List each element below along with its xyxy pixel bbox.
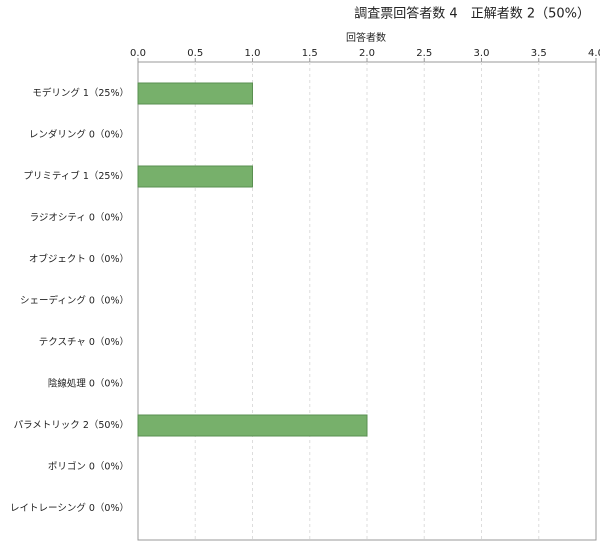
y-tick-label: モデリング 1（25%）: [32, 87, 129, 99]
y-tick-label: オブジェクト 0（0%）: [29, 253, 129, 265]
y-tick-label: レイトレーシング 0（0%）: [10, 502, 129, 514]
bar: [137, 165, 253, 188]
y-tick-label: 陰線処理 0（0%）: [48, 378, 129, 390]
plot-area: [137, 61, 597, 541]
x-tick-label: 2.0: [359, 48, 375, 59]
y-tick-label: ポリゴン 0（0%）: [48, 461, 129, 473]
y-tick-label: プリミティブ 1（25%）: [23, 170, 129, 182]
x-tick-label: 1.0: [245, 48, 261, 59]
x-tick-label: 4.0: [588, 48, 600, 59]
y-tick-label: レンダリング 0（0%）: [29, 129, 129, 141]
x-tick-label: 3.0: [474, 48, 490, 59]
bar: [137, 82, 253, 105]
x-tick-label: 0.5: [187, 48, 203, 59]
chart-title: 調査票回答者数 4 正解者数 2（50%）: [354, 6, 590, 22]
bar: [137, 414, 368, 437]
x-tick-label: 0.0: [130, 48, 146, 59]
x-tick-label: 1.5: [302, 48, 318, 59]
y-tick-label: シェーディング 0（0%）: [20, 295, 129, 307]
x-tick-label: 2.5: [416, 48, 432, 59]
x-axis-title: 回答者数: [346, 31, 386, 44]
x-tick-label: 3.5: [531, 48, 547, 59]
y-tick-label: テクスチャ 0（0%）: [39, 336, 129, 348]
y-tick-label: パラメトリック 2（50%）: [14, 419, 129, 431]
y-tick-label: ラジオシティ 0（0%）: [30, 212, 129, 224]
